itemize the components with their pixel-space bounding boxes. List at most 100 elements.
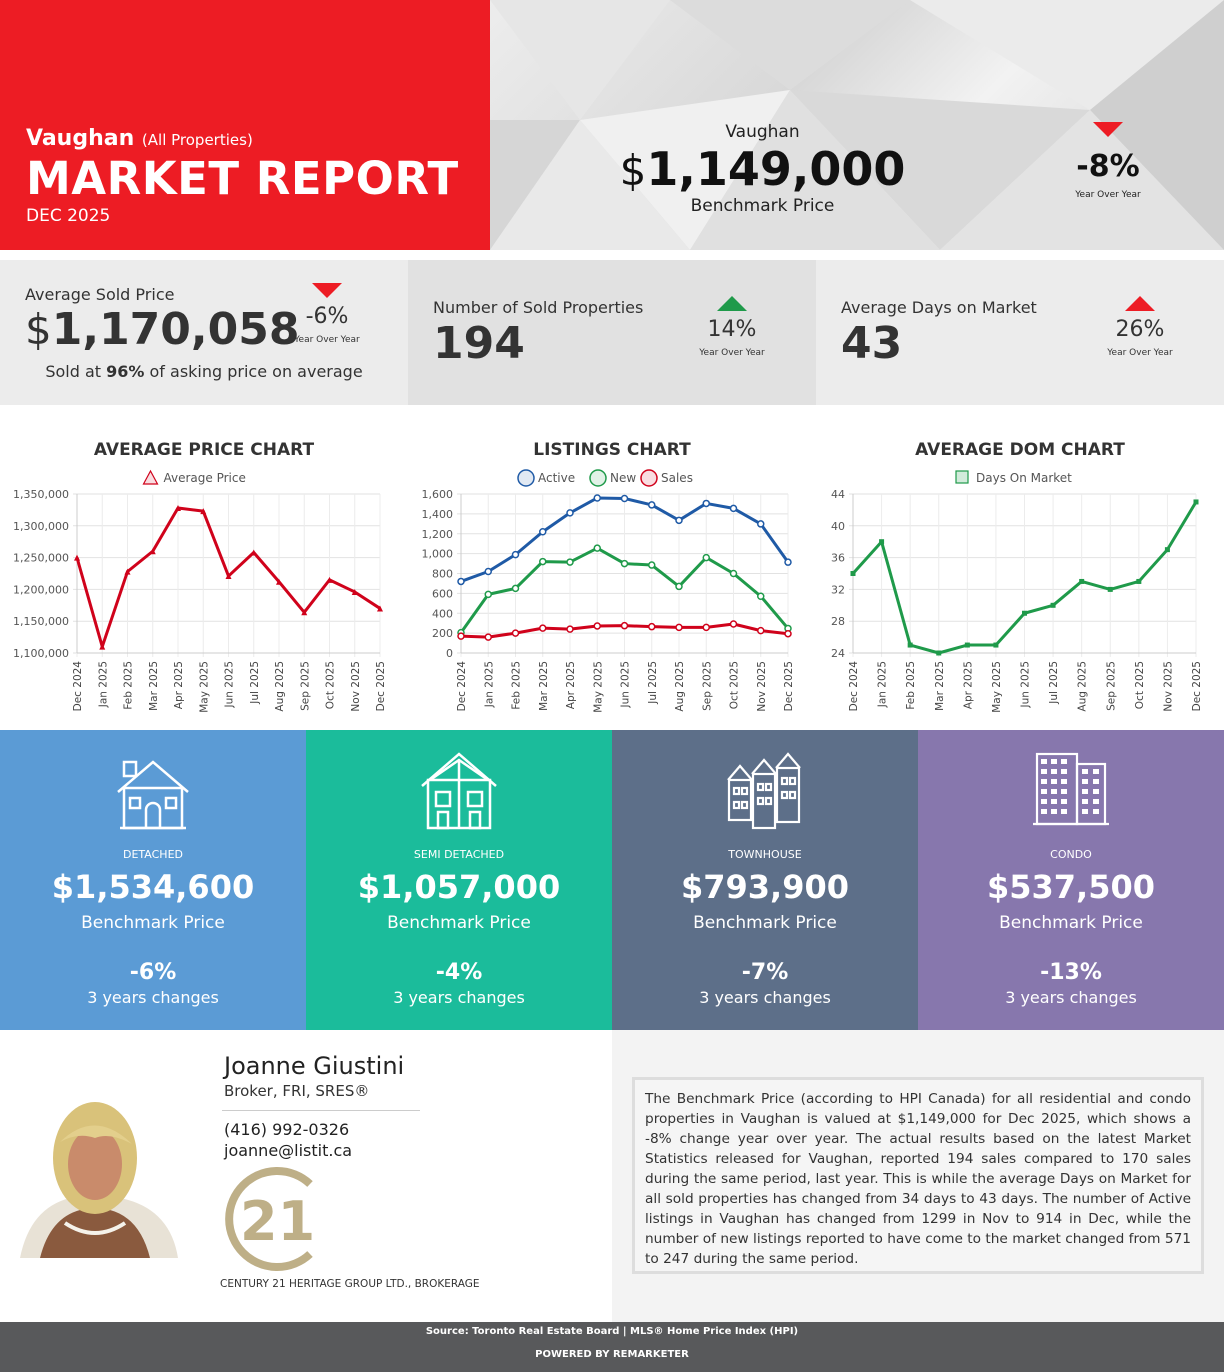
century21-logo: 21	[225, 1167, 315, 1271]
property-change: -4%	[435, 960, 483, 985]
x-tick-label: Dec 2025	[783, 661, 795, 711]
data-point	[457, 632, 465, 640]
data-point	[648, 622, 656, 631]
property-price-label: Benchmark Price	[81, 913, 225, 933]
y-tick-label: 1,150,000	[13, 615, 69, 628]
x-tick-label: Dec 2025	[375, 661, 387, 711]
x-tick-label: Aug 2025	[1077, 661, 1089, 712]
tile-townhouse: TOWNHOUSE $793,900 Benchmark Price -7% 3…	[612, 730, 918, 1030]
x-tick-label: Apr 2025	[565, 661, 577, 709]
data-point	[702, 623, 710, 632]
average-dom-chart-title: AVERAGE DOM CHART	[915, 440, 1125, 460]
agent-phone[interactable]: (416) 992-0326	[224, 1120, 350, 1139]
x-tick-label: May 2025	[592, 661, 604, 713]
property-change-label: 3 years changes	[699, 988, 831, 1007]
data-point	[566, 509, 574, 517]
stat-sold-properties: Number of Sold Properties 194 14% Year O…	[408, 260, 816, 405]
stat-value: 194	[433, 318, 525, 369]
data-point	[484, 633, 492, 641]
legend-label: Average Price	[164, 471, 246, 485]
property-change-label: 3 years changes	[1005, 988, 1137, 1007]
data-point	[729, 504, 738, 513]
data-point	[200, 508, 207, 515]
property-change: -7%	[741, 960, 789, 985]
benchmark-change: -8% Year Over Year	[1057, 122, 1159, 200]
property-type: DETACHED	[123, 848, 183, 861]
data-point	[301, 609, 308, 616]
report-header: Vaughan (All Properties) MARKET REPORT D…	[0, 0, 1224, 250]
agent-photo	[10, 1098, 180, 1258]
property-change: -6%	[129, 960, 177, 985]
data-point	[620, 621, 629, 630]
x-tick-label: Feb 2025	[905, 661, 917, 710]
data-point	[250, 549, 257, 556]
x-tick-label: Oct 2025	[1134, 661, 1146, 709]
property-price: $1,534,600	[51, 868, 255, 906]
y-tick-label: 40	[831, 520, 845, 533]
y-tick-label: 400	[432, 607, 453, 620]
data-point	[457, 577, 465, 586]
up-arrow-icon	[1125, 296, 1155, 311]
footer: Source: Toronto Real Estate Board | MLS®…	[0, 1322, 1224, 1372]
x-tick-label: Nov 2025	[350, 661, 362, 712]
data-point	[351, 588, 358, 595]
data-point	[1193, 499, 1199, 505]
average-dom-chart: 24 28 32 36 40 44 Dec 2024 Jan 2025 Feb 2025 Mar …	[831, 470, 1203, 713]
y-tick-label: 1,100,000	[13, 647, 69, 660]
semi-detached-icon	[421, 752, 497, 830]
data-point	[675, 623, 683, 632]
data-point	[539, 557, 547, 566]
y-tick-label: 1,350,000	[13, 488, 69, 501]
data-point	[99, 643, 106, 650]
data-point	[964, 642, 970, 648]
data-point	[593, 544, 601, 552]
x-tick-label: Jun 2025	[224, 661, 236, 708]
brokerage-name: CENTURY 21 HERITAGE GROUP LTD., BROKERAG…	[220, 1278, 480, 1290]
x-tick-label: Sep 2025	[1105, 661, 1117, 711]
stat-change: 14% Year Over Year	[677, 296, 787, 358]
data-point	[511, 629, 520, 637]
legend-marker	[142, 469, 159, 485]
data-point	[175, 504, 181, 511]
data-point	[149, 548, 156, 555]
property-price-label: Benchmark Price	[693, 913, 837, 933]
stat-change: 26% Year Over Year	[1085, 296, 1195, 358]
data-point	[675, 516, 683, 525]
x-tick-label: Sep 2025	[299, 661, 311, 711]
property-price: $793,900	[680, 868, 849, 906]
x-tick-label: Feb 2025	[511, 661, 523, 710]
property-price: $1,057,000	[357, 868, 561, 906]
legend-marker	[640, 469, 658, 487]
data-point	[484, 567, 492, 576]
report-date: DEC 2025	[26, 206, 111, 226]
condo-icon	[1033, 752, 1109, 826]
data-point	[850, 571, 856, 576]
city-heading: Vaughan (All Properties)	[26, 126, 253, 151]
divider	[222, 1110, 420, 1111]
source-note: Source: Toronto Real Estate Board | MLS®…	[425, 1326, 799, 1337]
legend-label: Sales	[661, 471, 693, 485]
data-point	[1022, 610, 1027, 616]
logo-text: 21	[240, 1190, 315, 1253]
data-point	[729, 569, 738, 578]
agent-email[interactable]: joanne@listit.ca	[224, 1141, 353, 1160]
legend-label: Days On Market	[976, 471, 1072, 485]
stat-value: 43	[841, 318, 903, 369]
y-tick-label: 32	[831, 583, 845, 596]
agent-card: Joanne Giustini Broker, FRI, SRES® (416)…	[0, 1030, 612, 1322]
y-tick-label: 1,200	[422, 528, 454, 541]
property-type: CONDO	[1050, 848, 1092, 861]
data-point	[648, 501, 656, 509]
data-point	[907, 642, 913, 648]
benchmark-city: Vaughan	[725, 122, 800, 142]
x-tick-label: Apr 2025	[962, 661, 974, 709]
property-price-label: Benchmark Price	[387, 913, 531, 933]
x-tick-label: Jul 2025	[1048, 661, 1060, 705]
y-tick-label: 1,400	[422, 508, 454, 521]
y-tick-label: 600	[432, 587, 453, 600]
data-point	[1079, 578, 1085, 584]
data-point	[757, 520, 765, 528]
agent-name: Joanne Giustini	[224, 1052, 405, 1080]
y-tick-label: 200	[432, 627, 453, 640]
y-tick-label: 36	[831, 552, 845, 565]
